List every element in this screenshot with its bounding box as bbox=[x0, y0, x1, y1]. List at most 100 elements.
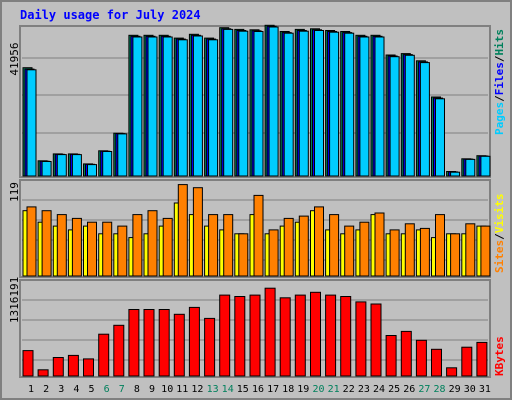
legend-separator: / bbox=[493, 55, 506, 62]
sites-bar bbox=[41, 210, 52, 277]
pages-bar bbox=[419, 62, 430, 177]
pages-bar bbox=[359, 36, 370, 177]
pages-bar bbox=[238, 30, 249, 177]
kbytes-bar bbox=[173, 313, 185, 377]
legend-sites: Sites bbox=[493, 240, 506, 273]
sites-bar bbox=[450, 233, 461, 277]
legend-visits: Visits bbox=[493, 194, 506, 234]
x-tick-label: 14 bbox=[222, 384, 234, 395]
x-tick-label: 31 bbox=[479, 384, 491, 395]
kbytes-bar bbox=[22, 350, 34, 377]
visits-panel-legend: Sites/Visits bbox=[493, 194, 506, 274]
pages-bar bbox=[41, 161, 52, 177]
kbytes-bar bbox=[446, 367, 458, 377]
x-tick-label: 30 bbox=[464, 384, 476, 395]
kbytes-bar bbox=[234, 296, 246, 377]
sites-bar bbox=[268, 229, 279, 277]
x-tick-label: 1 bbox=[28, 384, 34, 395]
sites-bar bbox=[435, 214, 445, 277]
legend-hits: Hits bbox=[493, 29, 506, 56]
sites-bar bbox=[253, 194, 264, 277]
pages-bar bbox=[147, 36, 158, 177]
sites-bar bbox=[26, 206, 37, 277]
sites-bar bbox=[162, 217, 173, 277]
x-tick-label: 15 bbox=[237, 384, 249, 395]
hits-y-tick-label: 41956 bbox=[8, 42, 21, 75]
x-tick-label: 26 bbox=[403, 384, 415, 395]
pages-bar bbox=[465, 158, 476, 177]
sites-bar bbox=[329, 214, 340, 277]
kbytes-bar bbox=[188, 306, 200, 377]
sites-bar bbox=[298, 215, 309, 277]
sites-bar bbox=[223, 214, 234, 277]
sites-bar bbox=[359, 221, 370, 277]
x-tick-label: 22 bbox=[343, 384, 355, 395]
pages-bar bbox=[314, 30, 324, 177]
x-tick-label: 24 bbox=[373, 384, 385, 395]
legend-pages: Pages bbox=[493, 102, 506, 135]
x-tick-label: 4 bbox=[73, 384, 79, 395]
sites-bar bbox=[71, 217, 82, 277]
x-tick-label: 29 bbox=[449, 384, 461, 395]
pages-bar bbox=[117, 133, 128, 177]
pages-bar bbox=[329, 31, 340, 177]
kbytes-bar bbox=[310, 291, 321, 377]
kbytes-y-tick-label: 1316191 bbox=[8, 277, 21, 323]
sites-bar bbox=[192, 187, 203, 277]
kbytes-bar bbox=[294, 294, 306, 377]
kbytes-bar bbox=[461, 346, 473, 377]
kbytes-bar bbox=[128, 309, 140, 377]
x-tick-label: 9 bbox=[149, 384, 155, 395]
x-tick-label: 16 bbox=[252, 384, 264, 395]
x-tick-label: 21 bbox=[328, 384, 340, 395]
x-tick-label: 3 bbox=[58, 384, 64, 395]
legend-files: Files bbox=[493, 62, 506, 95]
pages-bar bbox=[253, 31, 264, 177]
pages-bar bbox=[223, 28, 234, 177]
x-tick-label: 10 bbox=[161, 384, 173, 395]
pages-bar bbox=[102, 151, 113, 177]
pages-bar bbox=[71, 154, 82, 177]
pages-bar bbox=[268, 26, 279, 177]
sites-bar bbox=[208, 214, 219, 277]
sites-bar bbox=[389, 229, 400, 277]
legend-separator: / bbox=[493, 95, 506, 102]
legend-kbytes: KBytes bbox=[493, 336, 506, 376]
x-axis-labels: 1 2 3 4 5 6 7 8 9 10 11 12 13 14 15 16 17 18 19 20 21 22 23 24 2… bbox=[28, 384, 491, 395]
pages-bar bbox=[344, 32, 355, 177]
sites-bar bbox=[132, 214, 143, 277]
kbytes-bar bbox=[204, 317, 216, 377]
kbytes-bar bbox=[355, 301, 367, 377]
sites-bar bbox=[374, 212, 385, 277]
x-tick-label: 5 bbox=[88, 384, 94, 395]
pages-bar bbox=[283, 32, 294, 177]
sites-bar bbox=[87, 221, 97, 277]
chart-bars bbox=[22, 24, 491, 377]
x-tick-label: 17 bbox=[267, 384, 279, 395]
kbytes-bar bbox=[325, 294, 337, 377]
kbytes-bar bbox=[158, 309, 170, 377]
sites-bar bbox=[314, 206, 324, 277]
x-tick-label: 18 bbox=[282, 384, 294, 395]
kbytes-bar bbox=[219, 294, 231, 377]
kbytes-bar bbox=[385, 335, 397, 377]
sites-bar bbox=[177, 184, 188, 277]
pages-bar bbox=[404, 54, 415, 177]
pages-bar bbox=[56, 154, 67, 177]
sites-bar bbox=[56, 214, 67, 277]
x-tick-label: 28 bbox=[433, 384, 445, 395]
sites-bar bbox=[344, 225, 355, 277]
kbytes-bar bbox=[249, 294, 261, 377]
kbytes-bar bbox=[37, 369, 49, 377]
kbytes-bar bbox=[370, 303, 382, 377]
pages-bar bbox=[26, 69, 37, 177]
kbytes-bar bbox=[264, 287, 276, 377]
kbytes-bar bbox=[340, 296, 352, 377]
x-tick-label: 20 bbox=[312, 384, 324, 395]
pages-bar bbox=[450, 171, 461, 177]
pages-bar bbox=[389, 56, 400, 177]
pages-bar bbox=[480, 155, 491, 177]
